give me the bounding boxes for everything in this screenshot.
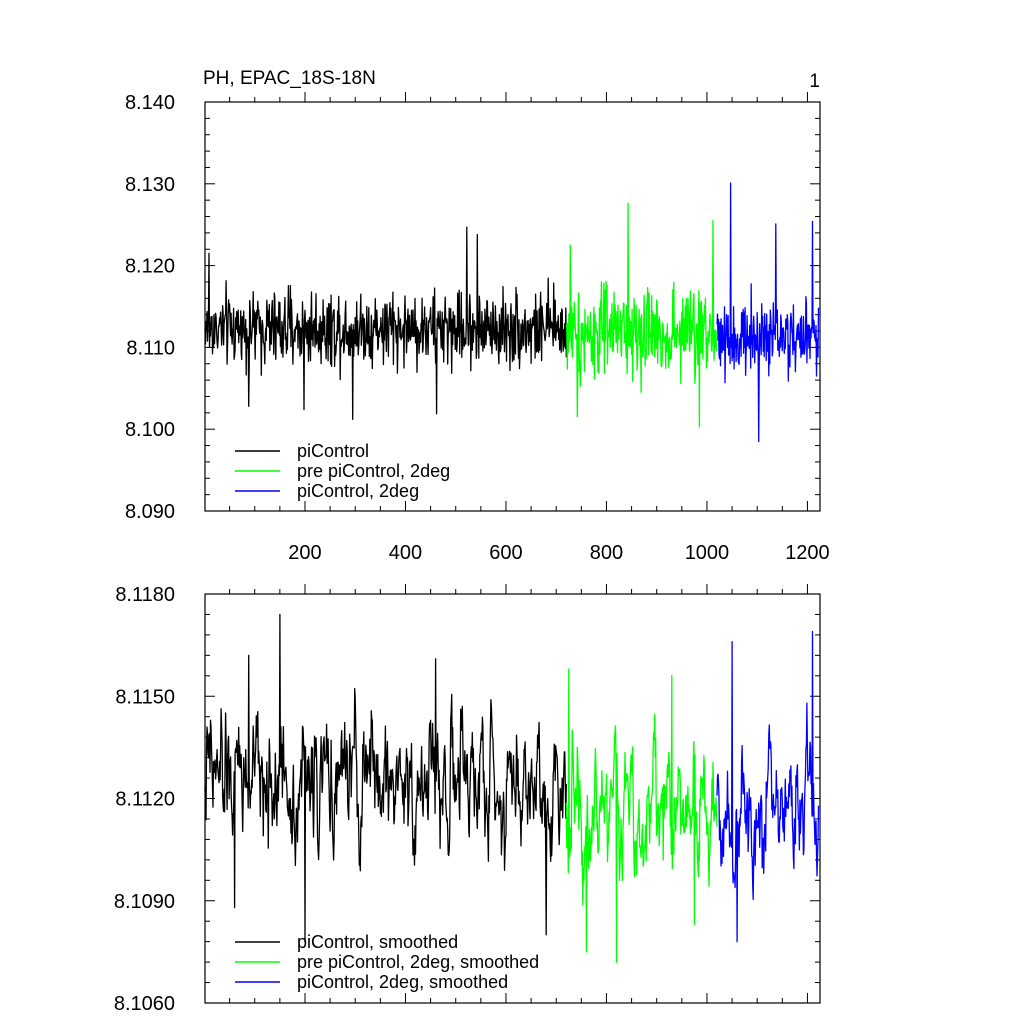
chart-title: PH, EPAC_18S-18N [203, 68, 376, 89]
y-tick-label: 8.120 [125, 256, 175, 278]
legend-label-pre-picontrol-2deg: pre piControl, 2deg [297, 461, 450, 481]
y-tick-label: 8.1180 [115, 584, 175, 606]
x-tick-labels: 200 400 600 800 1000 1200 [288, 542, 829, 564]
series-line-picontrol-2deg [716, 182, 820, 443]
y-tick-label: 8.1060 [114, 993, 175, 1015]
legend-label-picontrol: piControl [297, 441, 369, 461]
series-line-pre-picontrol-2deg-smoothed [565, 668, 718, 963]
y-tick-label: 8.110 [126, 337, 175, 359]
plot-frame [204, 101, 821, 512]
legend: piControl pre piControl, 2deg piControl,… [235, 441, 450, 501]
y-tick-label: 8.130 [125, 174, 175, 196]
axis-ticks [205, 92, 820, 512]
axis-ticks [205, 584, 820, 1004]
series-line-picontrol-smoothed [204, 613, 567, 943]
plot-frame [204, 593, 821, 1004]
y-tick-label: 8.1120 [115, 789, 175, 811]
x-tick-label: 600 [489, 542, 522, 564]
y-tick-label: 8.100 [125, 419, 175, 441]
series-group [204, 613, 820, 963]
x-tick-label: 1200 [785, 542, 830, 564]
series-line-picontrol-2deg-smoothed [716, 630, 820, 943]
legend: piControl, smoothed pre piControl, 2deg,… [235, 932, 539, 992]
legend-label-picontrol-2deg: piControl, 2deg [297, 481, 419, 501]
bottom-panel: 8.1060 8.1090 8.1120 8.1150 8.1180 piControl… [114, 584, 821, 1015]
y-tick-labels: 8.1060 8.1090 8.1120 8.1150 8.1180 [114, 584, 175, 1015]
x-tick-label: 800 [590, 542, 623, 564]
y-tick-label: 8.090 [125, 501, 175, 523]
series-line-pre-picontrol-2deg [565, 202, 718, 428]
panel-number: 1 [809, 71, 820, 92]
legend-label-pre-picontrol-2deg-smoothed: pre piControl, 2deg, smoothed [297, 952, 539, 972]
y-tick-label: 8.140 [125, 92, 175, 114]
x-tick-label: 400 [389, 542, 422, 564]
y-tick-labels: 8.090 8.100 8.110 8.120 8.130 8.140 [125, 92, 175, 523]
series-group [204, 182, 820, 443]
y-tick-label: 8.1150 [115, 686, 175, 708]
series-line-picontrol [204, 226, 567, 421]
legend-label-picontrol-2deg-smoothed: piControl, 2deg, smoothed [297, 972, 508, 992]
legend-label-picontrol-smoothed: piControl, smoothed [297, 932, 458, 952]
y-tick-label: 8.1090 [114, 891, 175, 913]
top-panel: PH, EPAC_18S-18N 1 8.0908.1008.1108.1208… [125, 68, 830, 564]
x-tick-label: 200 [288, 542, 321, 564]
x-tick-label: 1000 [685, 542, 730, 564]
